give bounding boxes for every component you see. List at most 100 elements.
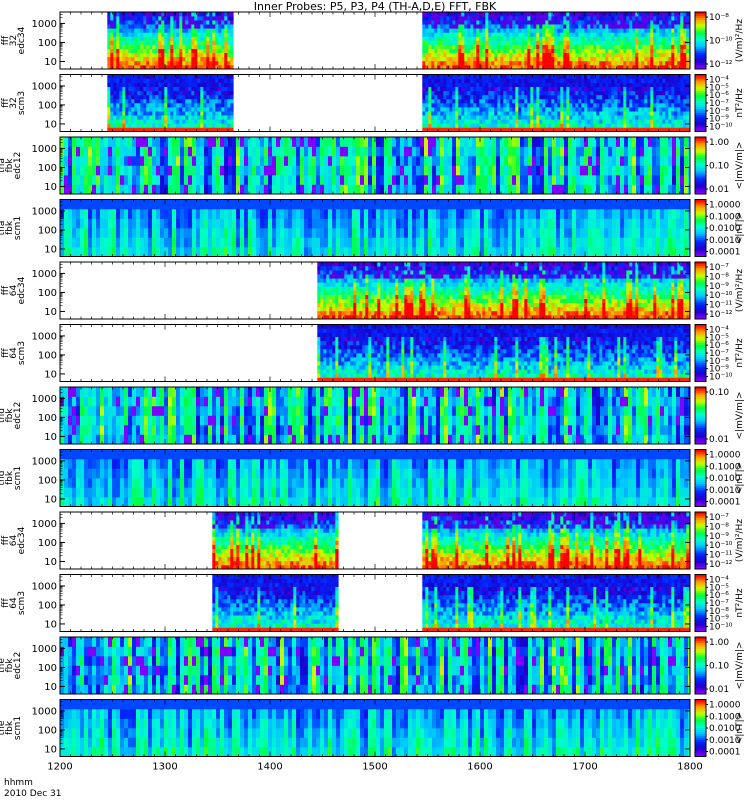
- spectrogram-cell: [372, 165, 377, 176]
- spectrogram-cell: [431, 36, 435, 41]
- spectrogram-cell: [557, 20, 561, 25]
- spectrogram-cell: [470, 111, 474, 116]
- spectrogram-cell: [680, 74, 684, 79]
- spectrogram-cell: [509, 115, 513, 120]
- spectrogram-cell: [530, 44, 534, 49]
- spectrogram-cell: [596, 64, 600, 70]
- spectrogram-cell: [437, 44, 441, 49]
- spectrogram-cell: [554, 64, 558, 70]
- spectrogram-cell: [545, 115, 549, 120]
- spectrogram-cell: [434, 32, 438, 37]
- spectrogram-cell: [316, 184, 321, 195]
- spectrogram-cell: [464, 115, 468, 120]
- spectrogram-cell: [683, 64, 687, 70]
- spectrogram-cell: [600, 175, 605, 185]
- spectrogram-cell: [542, 127, 546, 132]
- spectrogram-cell: [533, 24, 537, 29]
- spectrogram-cell: [521, 78, 525, 83]
- spectrogram-cell: [581, 44, 585, 49]
- spectrogram-cell: [128, 146, 133, 157]
- spectrogram-cell: [443, 56, 447, 62]
- spectrogram-cell: [479, 123, 483, 128]
- spectrogram-cell: [206, 127, 210, 132]
- spectrogram-cell: [473, 98, 477, 104]
- spectrogram-cell: [152, 107, 156, 112]
- spectrogram-cell: [626, 103, 630, 108]
- spectrogram-cell: [404, 156, 409, 166]
- spectrogram-cell: [556, 156, 561, 166]
- spectrogram-cell: [176, 36, 180, 41]
- spectrogram-cell: [494, 52, 498, 58]
- spectrogram-cell: [134, 86, 138, 92]
- spectrogram-cell: [572, 94, 576, 100]
- spectrogram-cell: [482, 36, 486, 41]
- spectrogram-cell: [602, 32, 606, 37]
- spectrogram-cell: [149, 36, 153, 41]
- spectrogram-cell: [140, 86, 144, 92]
- spectrogram-cell: [128, 156, 133, 166]
- spectrogram-cell: [452, 40, 456, 45]
- spectrogram-cell: [590, 24, 594, 29]
- spectrogram-cell: [443, 60, 447, 66]
- spectrogram-cell: [566, 32, 570, 37]
- spectrogram-cell: [542, 20, 546, 25]
- spectrogram-cell: [230, 64, 234, 70]
- spectrogram-cell: [472, 146, 477, 157]
- spectrogram-cell: [500, 64, 504, 70]
- spectrogram-cell: [185, 64, 189, 70]
- spectrogram-cell: [455, 90, 459, 96]
- spectrogram-cell: [128, 28, 132, 33]
- spectrogram-cell: [656, 123, 660, 128]
- spectrogram-cell: [176, 20, 180, 25]
- spectrogram-cell: [485, 86, 489, 92]
- spectrogram-cell: [491, 94, 495, 100]
- spectrogram-cell: [680, 115, 684, 120]
- spectrogram-cell: [68, 156, 73, 166]
- spectrogram-cell: [485, 107, 489, 112]
- spectrogram-cell: [557, 56, 561, 62]
- spectrogram-cell: [167, 60, 171, 66]
- spectrogram-cell: [227, 115, 231, 120]
- spectrogram-cell: [119, 94, 123, 100]
- spectrogram-cell: [593, 103, 597, 108]
- spectrogram-cell: [128, 48, 132, 53]
- spectrogram-cell: [107, 94, 111, 100]
- spectrogram-cell: [215, 90, 219, 96]
- spectrogram-cell: [578, 64, 582, 70]
- spectrogram-cell: [227, 82, 231, 87]
- spectrogram-cell: [500, 103, 504, 108]
- spectrogram-cell: [557, 127, 561, 132]
- spectrogram-cell: [662, 60, 666, 66]
- spectrogram-cell: [464, 111, 468, 116]
- spectrogram-cell: [194, 12, 198, 17]
- spectrogram-cell: [641, 52, 645, 58]
- spectrogram-cell: [530, 82, 534, 87]
- spectrogram-cell: [160, 175, 165, 185]
- spectrogram-cell: [572, 12, 576, 17]
- spectrogram-cell: [596, 127, 600, 132]
- spectrogram-cell: [149, 12, 153, 17]
- spectrogram-cell: [440, 90, 444, 96]
- spectrogram-cell: [521, 12, 525, 17]
- spectrogram-cell: [632, 137, 637, 147]
- spectrogram-cell: [260, 146, 265, 157]
- spectrogram-cell: [494, 56, 498, 62]
- spectrogram-cell: [464, 32, 468, 37]
- spectrogram-cell: [203, 40, 207, 45]
- spectrogram-cell: [580, 175, 585, 185]
- spectrogram-cell: [422, 64, 426, 70]
- spectrogram-cell: [611, 20, 615, 25]
- spectrogram-cell: [632, 86, 636, 92]
- spectrogram-cell: [131, 40, 135, 45]
- spectrogram-cell: [203, 12, 207, 17]
- spectrogram-cell: [638, 44, 642, 49]
- spectrogram-cell: [167, 94, 171, 100]
- spectrogram-cell: [180, 184, 185, 195]
- spectrogram-cell: [580, 146, 585, 157]
- spectrogram-cell: [470, 56, 474, 62]
- spectrogram-cell: [218, 115, 222, 120]
- spectrogram-cell: [449, 86, 453, 92]
- spectrogram-cell: [122, 64, 126, 70]
- spectrogram-cell: [638, 36, 642, 41]
- spectrogram-cell: [185, 115, 189, 120]
